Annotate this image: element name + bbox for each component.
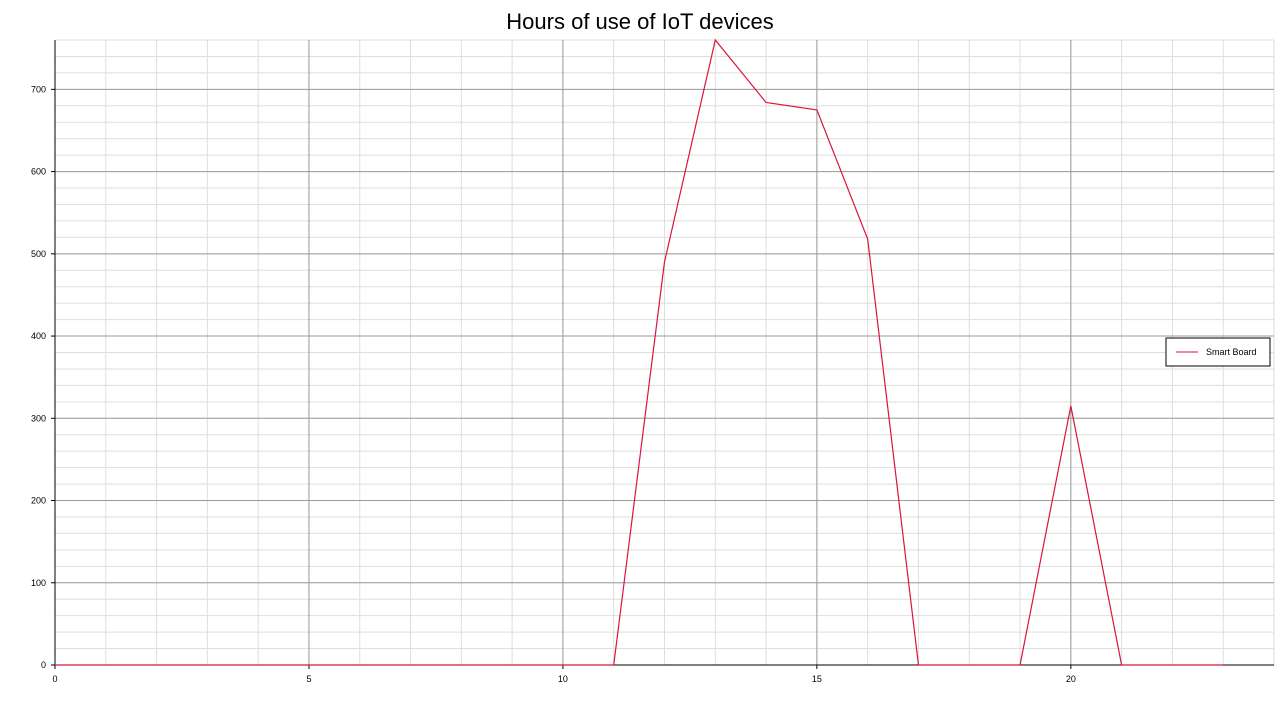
y-tick-label: 500: [31, 249, 46, 259]
y-tick-label: 400: [31, 331, 46, 341]
legend: Smart Board: [1165, 337, 1271, 367]
series-line-smart-board: [55, 38, 1224, 666]
x-tick-label: 15: [812, 674, 822, 684]
y-tick-label: 700: [31, 84, 46, 94]
axes: [51, 40, 1274, 669]
x-tick-label: 10: [558, 674, 568, 684]
y-tick-label: 300: [31, 413, 46, 423]
y-tick-label: 100: [31, 578, 46, 588]
chart-title: Hours of use of IoT devices: [506, 9, 773, 34]
x-tick-label: 20: [1066, 674, 1076, 684]
x-tick-label: 5: [306, 674, 311, 684]
legend-label-smart-board: Smart Board: [1206, 347, 1257, 357]
minor-grid: [54, 39, 1275, 666]
y-tick-label: 200: [31, 496, 46, 506]
series-layer: [55, 38, 1224, 666]
x-tick-label: 0: [52, 674, 57, 684]
y-tick-label: 600: [31, 167, 46, 177]
y-tick-label: 0: [41, 660, 46, 670]
